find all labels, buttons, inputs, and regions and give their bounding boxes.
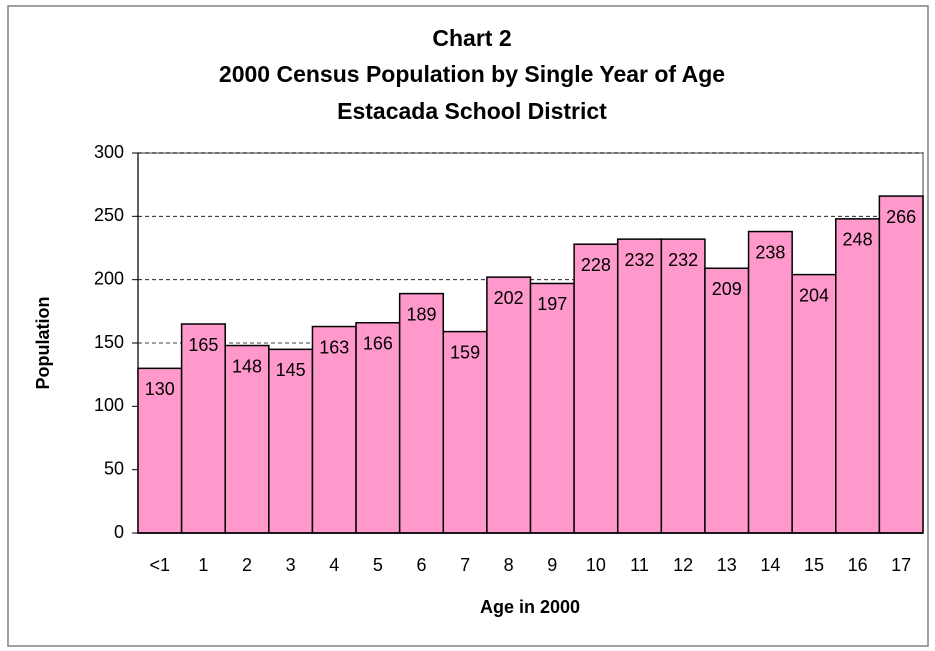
data-label: 248: [843, 230, 873, 250]
x-tick-label: 15: [804, 555, 824, 575]
x-tick-label: 10: [586, 555, 606, 575]
bar: [311, 325, 357, 534]
y-tick-label: 50: [104, 458, 124, 478]
y-tick-label: 0: [114, 522, 124, 542]
x-tick-label: 4: [329, 555, 339, 575]
bar: [355, 321, 401, 534]
data-label: 159: [450, 342, 480, 362]
y-tick-label: 250: [94, 205, 124, 225]
chart-title: Chart 2: [432, 25, 511, 51]
bar: [704, 267, 750, 534]
bar: [747, 230, 793, 534]
data-label: 165: [188, 335, 218, 355]
bar: [660, 238, 706, 534]
data-label: 163: [319, 337, 349, 357]
bar: [224, 344, 270, 534]
x-tick-label: 1: [198, 555, 208, 575]
x-tick-label: 3: [286, 555, 296, 575]
x-tick-label: 2: [242, 555, 252, 575]
bar: [180, 323, 226, 534]
bar: [529, 282, 575, 534]
data-label: 202: [494, 288, 524, 308]
data-label: 204: [799, 285, 829, 305]
x-tick-label: 7: [460, 555, 470, 575]
data-label: 130: [145, 379, 175, 399]
x-tick-label: 5: [373, 555, 383, 575]
x-tick-label: 16: [848, 555, 868, 575]
data-label: 197: [537, 294, 567, 314]
y-tick-label: 150: [94, 332, 124, 352]
bar: [486, 276, 532, 534]
x-tick-label: 9: [547, 555, 557, 575]
data-label: 232: [625, 250, 655, 270]
x-tick-label: 12: [673, 555, 693, 575]
y-axis-title: Population: [33, 297, 53, 390]
y-tick-label: 100: [94, 395, 124, 415]
x-tick-label: 17: [891, 555, 911, 575]
x-tick-label: 14: [760, 555, 780, 575]
data-label: 166: [363, 333, 393, 353]
data-label: 228: [581, 255, 611, 275]
bar: [616, 238, 663, 534]
x-tick-label: <1: [150, 555, 171, 575]
chart-title: Estacada School District: [337, 98, 607, 124]
chart-title: 2000 Census Population by Single Year of…: [219, 61, 725, 87]
x-tick-label: 11: [630, 555, 649, 575]
y-tick-label: 200: [94, 268, 124, 288]
bar: [398, 292, 445, 534]
bar: [573, 243, 619, 534]
x-axis-title: Age in 2000: [480, 597, 580, 617]
data-label: 189: [406, 304, 436, 324]
data-label: 145: [276, 360, 306, 380]
data-label: 148: [232, 356, 262, 376]
bar: [835, 218, 881, 534]
x-tick-label: 6: [416, 555, 426, 575]
x-tick-label: 8: [504, 555, 514, 575]
data-label: 238: [755, 242, 785, 262]
data-label: 232: [668, 250, 698, 270]
bar: [791, 273, 837, 534]
x-tick-label: 13: [717, 555, 737, 575]
bar: [878, 195, 924, 534]
data-label: 209: [712, 279, 742, 299]
y-tick-label: 300: [94, 142, 124, 162]
data-label: 266: [886, 207, 916, 227]
